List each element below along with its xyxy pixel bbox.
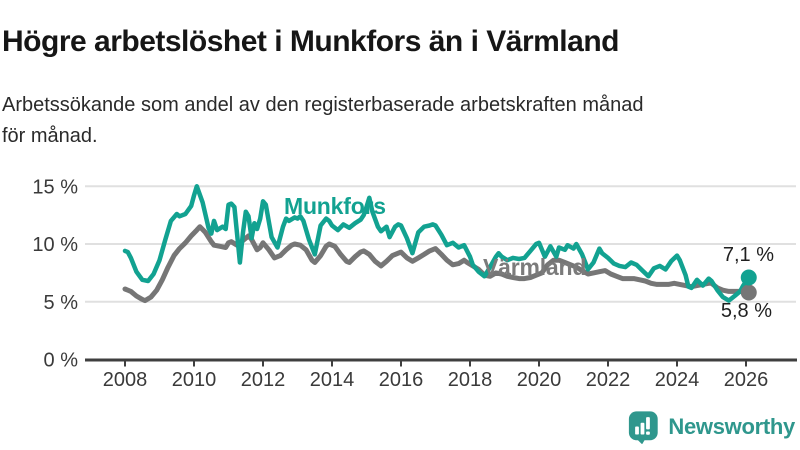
x-tick-label: 2024 xyxy=(655,369,700,391)
y-tick-label: 15 % xyxy=(32,176,78,198)
chart-subtitle: Arbetssökande som andel av den registerb… xyxy=(2,94,644,147)
end-value-munkfors: 7,1 % xyxy=(722,244,774,266)
x-tick-label: 2008 xyxy=(103,369,148,391)
end-value-varmland: 5,8 % xyxy=(720,300,772,322)
x-tick-label: 2020 xyxy=(517,369,562,391)
newsworthy-logo[interactable]: Newsworthy xyxy=(627,410,795,444)
x-tick-label: 2026 xyxy=(724,369,769,391)
end-dot-munkfors xyxy=(740,269,757,286)
series-line-vrmland xyxy=(122,224,752,304)
page-title: Högre arbetslöshet i Munkfors än i Värml… xyxy=(2,25,619,59)
x-tick-label: 2014 xyxy=(310,369,355,391)
y-tick-label: 5 % xyxy=(44,292,79,314)
x-tick-label: 2016 xyxy=(379,369,424,391)
x-tick-label: 2018 xyxy=(448,369,493,391)
newsworthy-logo-icon xyxy=(629,411,659,444)
series-line-munkfors xyxy=(122,184,752,303)
x-tick-label: 2012 xyxy=(241,369,286,391)
series-label-munkfors: Munkfors xyxy=(284,193,386,219)
y-tick-label: 0 % xyxy=(44,350,79,372)
newsworthy-wordmark: Newsworthy xyxy=(668,414,795,439)
x-tick-label: 2010 xyxy=(172,369,217,391)
y-tick-label: 10 % xyxy=(32,234,78,256)
series-label-varmland: Värmland xyxy=(483,254,587,280)
end-dot-vrmland xyxy=(740,284,757,301)
x-tick-label: 2022 xyxy=(586,369,631,391)
